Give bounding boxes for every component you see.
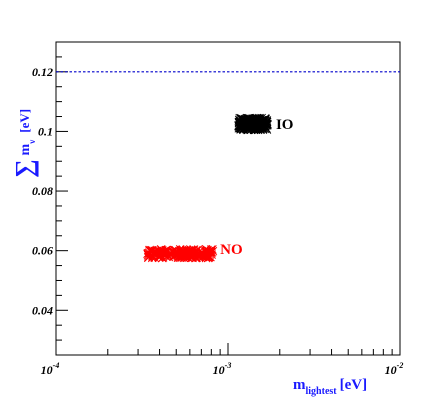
y-axis-subscript: ν [27, 140, 37, 145]
series-no [143, 244, 218, 263]
data-point [246, 115, 255, 124]
y-axis-unit: [eV] [17, 109, 32, 133]
annotation-no: NO [220, 242, 243, 258]
x-axis-title: mlightest [eV] [293, 377, 367, 397]
y-tick-label: 0.04 [32, 303, 53, 317]
x-axis-unit: [eV] [340, 377, 367, 393]
series-io [234, 113, 272, 135]
data-point [156, 245, 166, 254]
data-point [158, 253, 167, 263]
data-point [185, 246, 194, 256]
data-point [243, 116, 252, 125]
x-tick-label: 10-3 [213, 361, 232, 377]
data-point [261, 123, 271, 133]
data-point [143, 248, 153, 258]
annotation-io: IO [276, 117, 294, 133]
data-point [164, 246, 173, 255]
data-point [164, 249, 174, 258]
y-tick-label: 0.12 [32, 65, 53, 79]
x-axis-subscript: lightest [306, 386, 338, 397]
data-point [194, 253, 204, 262]
x-tick-label: 10-4 [41, 361, 60, 377]
y-tick-label: 0.08 [32, 184, 53, 198]
axis-ticks [55, 41, 401, 356]
y-tick-label: 0.06 [32, 244, 53, 258]
data-point [203, 249, 212, 259]
tick-labels: 0.04 0.06 0.08 0.1 0.12 10-4 10-3 10-2 [32, 65, 403, 377]
x-tick-label: 10-2 [385, 361, 404, 377]
data-point [243, 113, 253, 123]
plot-frame [55, 41, 401, 356]
data-point [150, 248, 160, 258]
data-point [189, 250, 199, 259]
y-axis-title: ∑ mν [eV] [10, 109, 39, 178]
annotations: IO NO [220, 117, 293, 258]
y-axis-symbol: m [18, 143, 33, 155]
y-tick-label: 0.1 [38, 124, 53, 138]
data-point [202, 248, 212, 258]
data-point [249, 125, 259, 135]
data-point [154, 246, 164, 255]
y-axis-sigma: ∑ [10, 159, 39, 178]
plot-border [55, 41, 401, 356]
data-point [187, 251, 196, 261]
data-point [260, 121, 270, 131]
data-point [236, 116, 245, 125]
data-point [172, 248, 182, 257]
data-series [143, 113, 272, 263]
data-point [145, 246, 154, 255]
data-point [204, 252, 214, 262]
x-axis-symbol: m [293, 377, 306, 393]
data-point [236, 123, 245, 133]
